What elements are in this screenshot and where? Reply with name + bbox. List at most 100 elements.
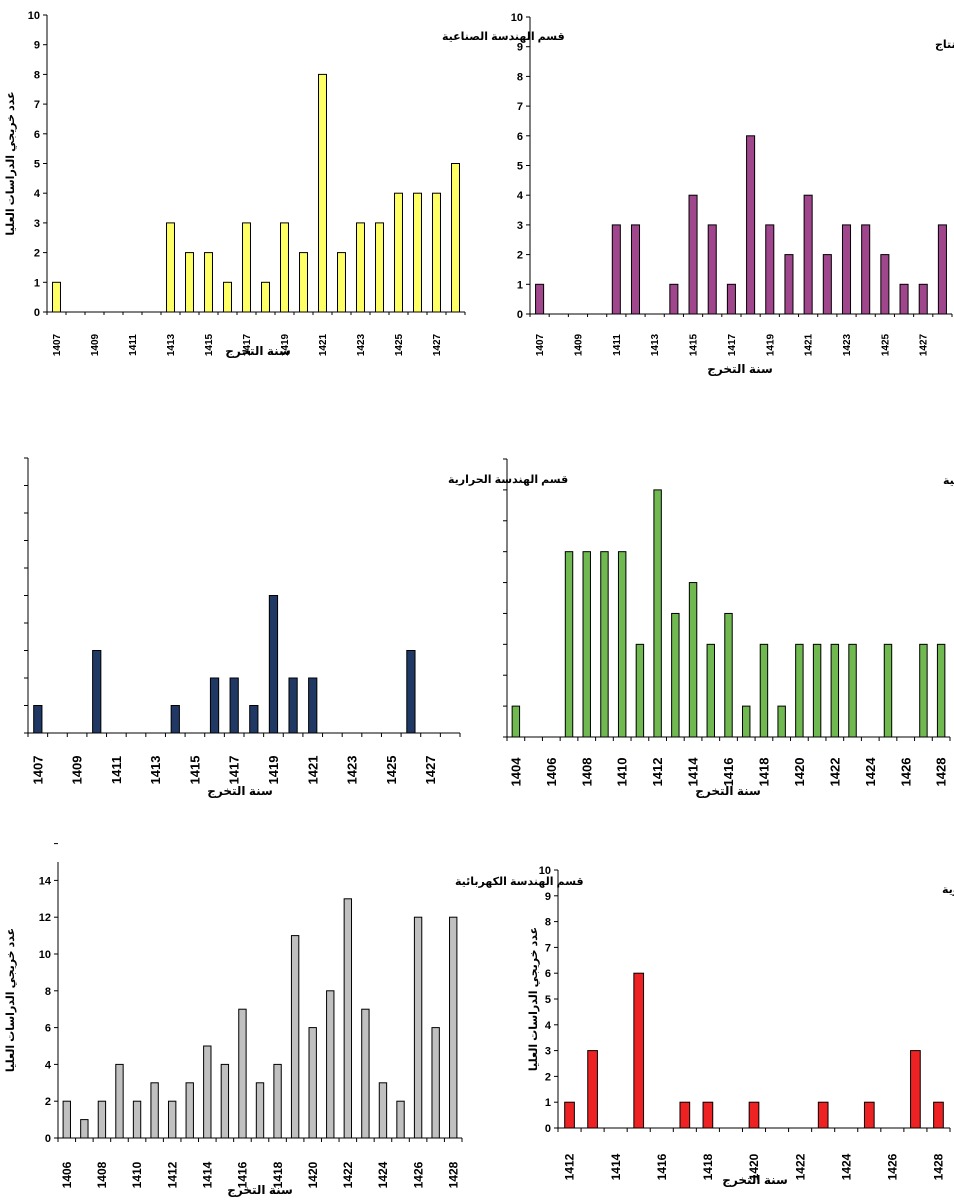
bar [288,677,298,734]
y-tick-label: 10 [539,865,551,877]
x-tick-label: 1407 [535,333,546,356]
x-axis-label: سنة التخرج [227,1183,293,1197]
y-tick-label: 1 [545,1097,551,1109]
x-tick-label: 1424 [863,757,878,787]
bar [748,1101,760,1129]
bar [679,1101,691,1129]
x-tick-label: 1404 [508,757,523,787]
x-tick-label: 1412 [650,758,665,787]
bar [822,254,832,315]
y-tick-label: 10 [511,12,523,24]
x-tick-label: 1412 [563,1153,577,1180]
bar [413,916,423,1139]
x-tick-label: 1420 [792,758,807,787]
bar [937,224,947,315]
bar [918,283,928,315]
x-tick-label: 1414 [201,1161,215,1188]
chart-title: قسم الهندسة الصناعية [442,31,565,43]
x-tick-label: 1414 [609,1153,623,1180]
bar [167,1100,177,1139]
y-tick-label: 6 [45,1023,51,1035]
y-tick-label: 7 [34,99,40,111]
x-tick-label: 1418 [271,1161,285,1188]
y-tick-label: 0 [517,309,523,321]
x-tick-label: 1428 [934,758,949,787]
x-tick-label: 1407 [30,756,45,785]
bar [863,1101,875,1129]
x-tick-label: 1416 [721,758,736,787]
x-tick-label: 1417 [242,333,253,356]
chart-title: قسم الهندسة النووية [942,884,954,896]
bar [290,935,300,1139]
bar [600,551,609,738]
y-tick-label: 12 [39,912,51,924]
bar [848,643,857,738]
bar [203,1045,212,1139]
bar [880,254,890,315]
bar [396,1100,405,1139]
y-tick-label: 0 [34,307,40,319]
y-tick-label: 4 [34,188,41,200]
x-tick-label: 1422 [793,1153,807,1180]
bar [361,1008,370,1139]
y-tick-label: 2 [545,1071,551,1083]
y-tick-label: 6 [517,131,523,143]
bar [268,595,279,734]
y-tick-label: 4 [545,1020,552,1032]
bar [883,643,893,738]
bar [62,1100,71,1139]
bar [406,650,416,734]
bar [861,224,871,315]
bar [308,1027,317,1139]
x-tick-label: 1409 [70,756,85,785]
x-tick-label: 1428 [446,1161,460,1188]
x-tick-label: 1427 [423,756,438,785]
x-tick-label: 1421 [318,333,329,356]
x-tick-label: 1423 [356,333,367,356]
x-tick-label: 1426 [886,1153,900,1180]
x-tick-label: 1425 [384,756,399,785]
bar [337,252,346,313]
y-tick-label: 4 [45,1059,52,1071]
x-tick-label: 1416 [236,1161,250,1188]
x-tick-label: 1418 [756,758,771,787]
y-tick-label: 2 [517,250,523,262]
x-tick-label: 1421 [305,756,320,785]
bar [582,551,591,738]
x-tick-label: 1425 [394,333,405,356]
bar [308,677,318,734]
x-tick-label: 1424 [839,1153,853,1180]
y-axis-label: عدد خريجي الدراسات العليا [5,91,17,235]
chart-title: قسم الهندسة الكهربائية [455,876,584,888]
bar [564,551,574,738]
x-tick-label: 1424 [376,1161,390,1188]
x-tick-label: 1425 [880,333,891,356]
x-tick-label: 1417 [227,756,242,785]
x-tick-label: 1415 [187,756,202,785]
y-tick-label: 10 [28,10,40,22]
bar [741,705,751,738]
x-tick-label: 1419 [280,333,291,356]
bar [706,643,716,738]
x-tick-label: 1423 [345,756,360,785]
bar [166,222,175,313]
y-tick-label: 3 [545,1046,551,1058]
y-tick-label: 6 [34,129,40,141]
x-axis-label: سنة التخرج [707,362,773,376]
bar [273,1063,282,1139]
x-tick-label: 1406 [544,758,559,787]
x-tick-label: 1419 [266,756,281,785]
bar [635,643,645,738]
x-tick-label: 1415 [204,333,215,356]
bar [356,222,365,313]
x-axis-label: سنة التخرج [225,344,291,358]
bar [204,252,213,313]
y-tick-label: 14 [39,875,52,887]
bar [80,1119,89,1139]
bar [249,705,259,734]
x-tick-label: 1408 [579,758,594,787]
bar [564,1101,575,1129]
